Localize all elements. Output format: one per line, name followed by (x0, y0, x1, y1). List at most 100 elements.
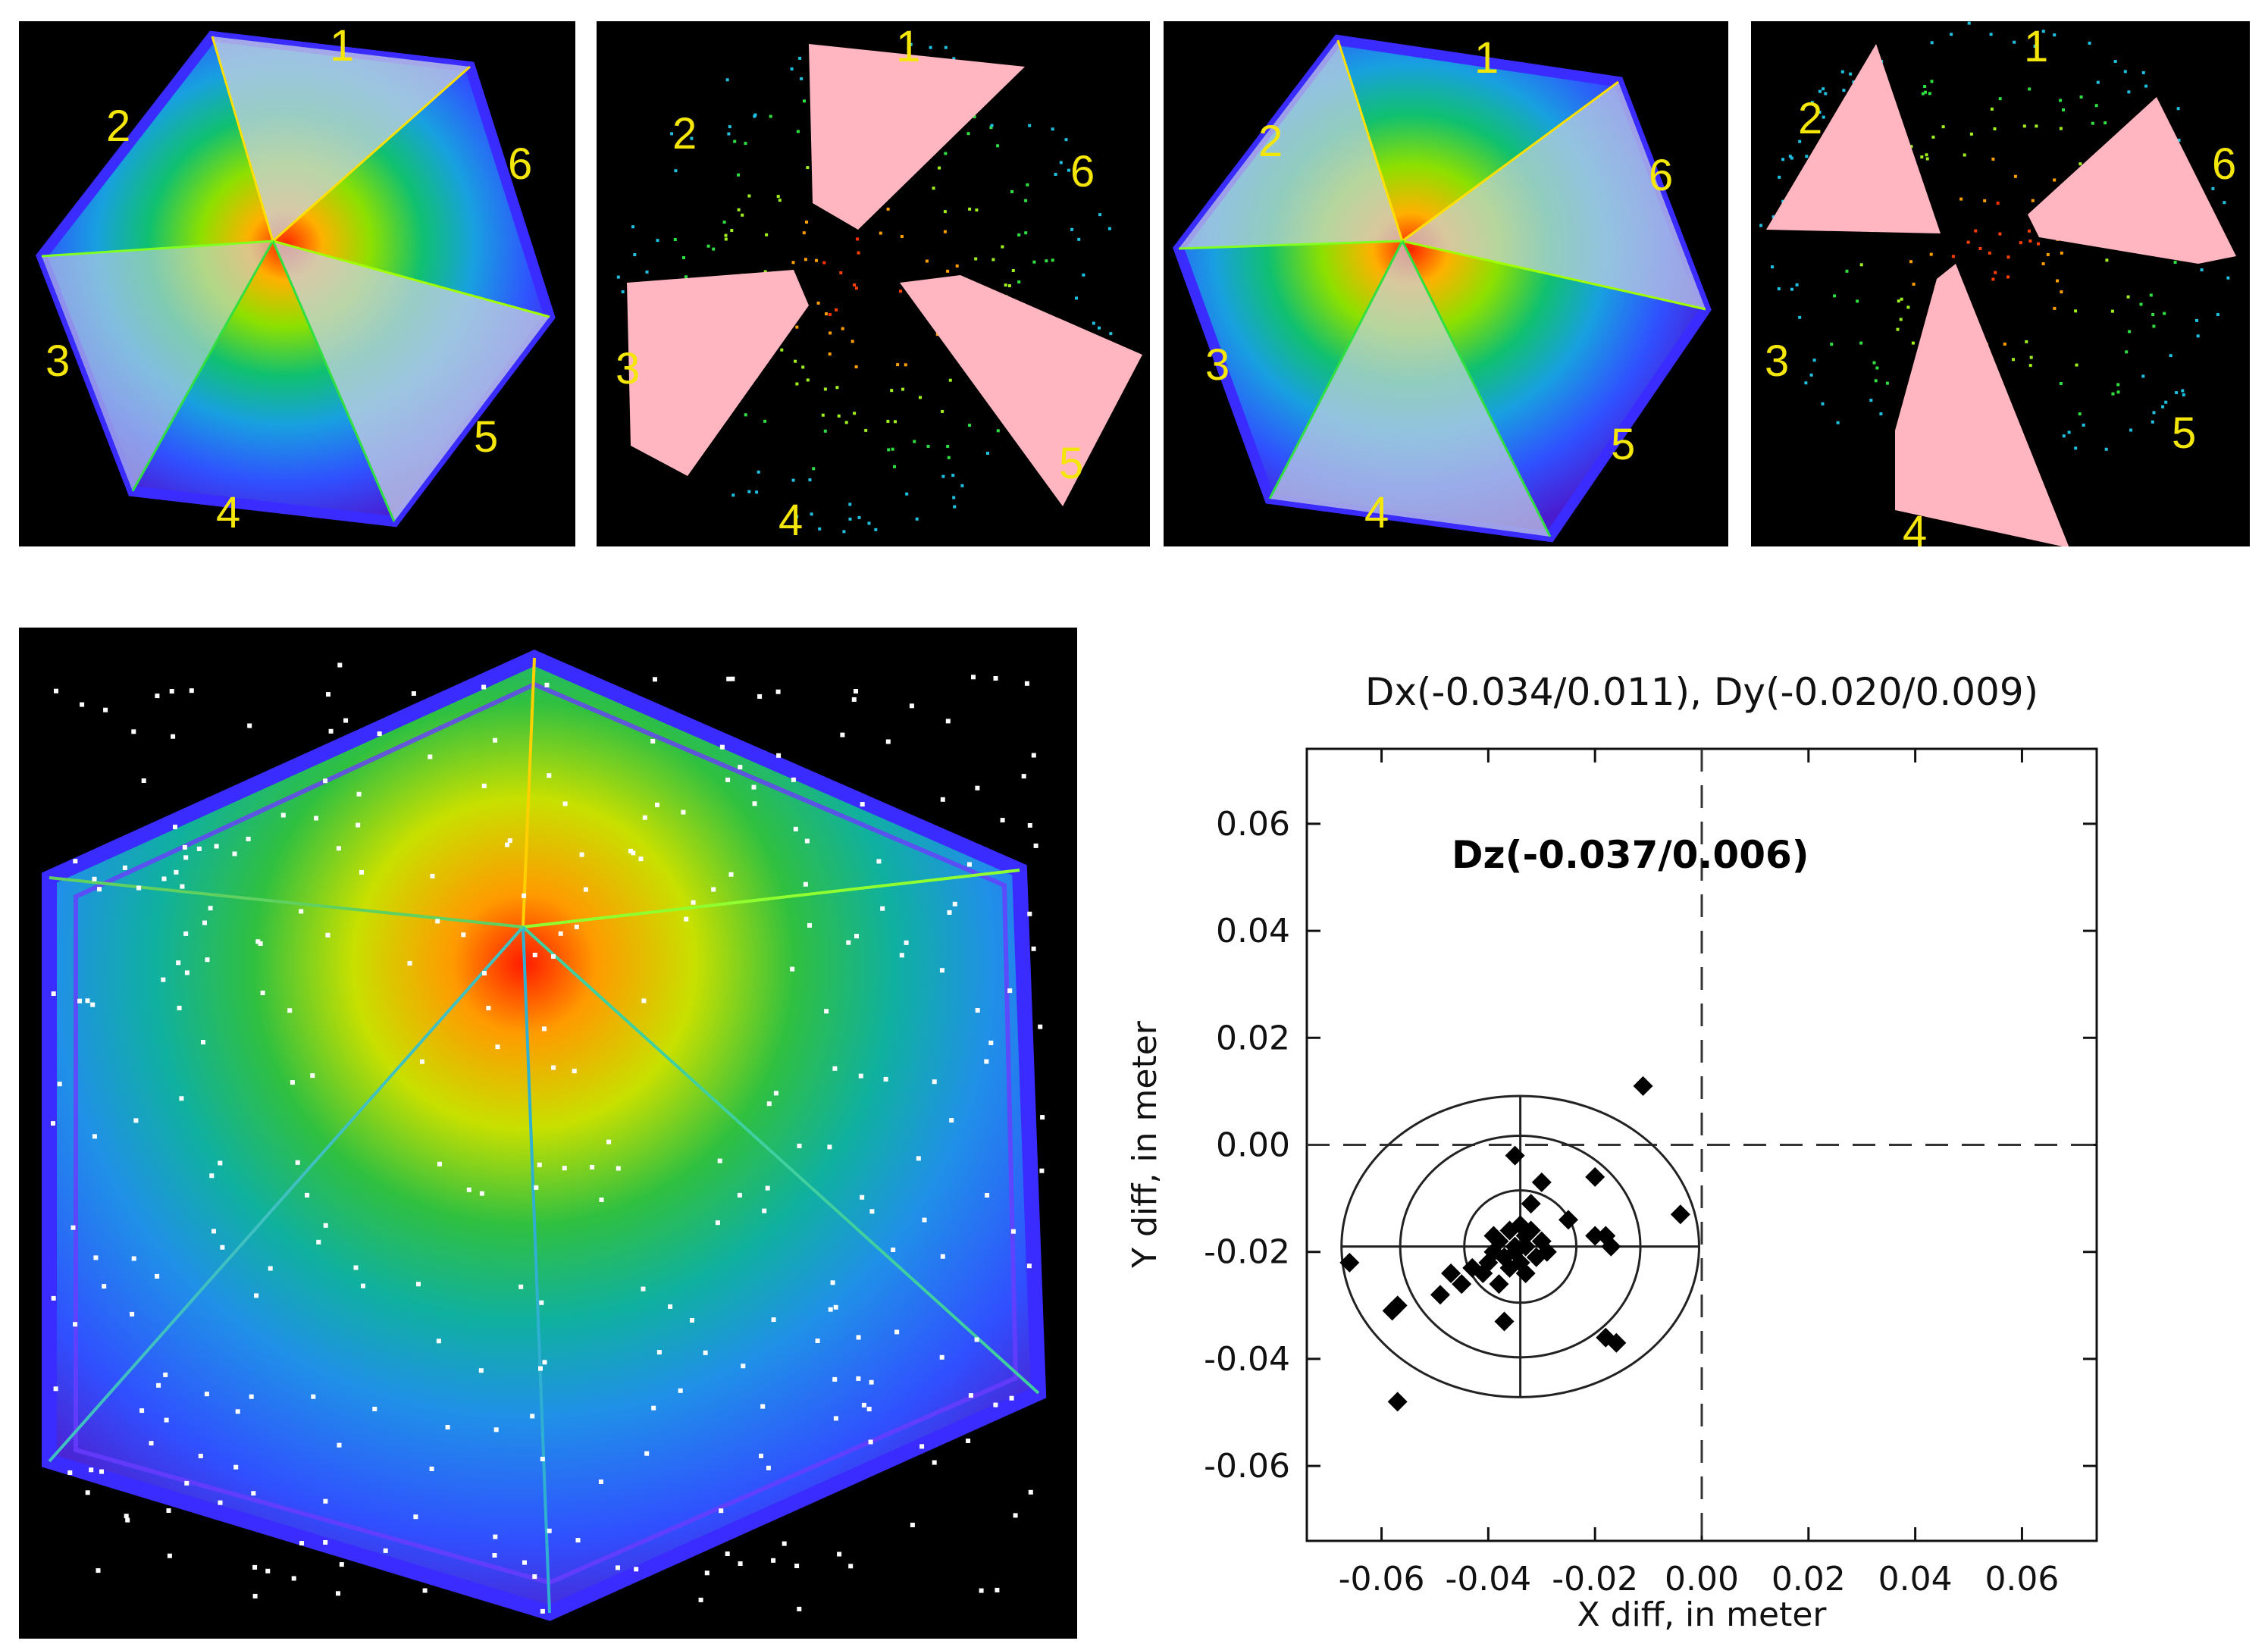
checkpoint-dot (133, 1118, 139, 1123)
checkpoint-dot (801, 365, 805, 369)
checkpoint-dot (773, 1091, 778, 1096)
checkpoint-dot (837, 1551, 842, 1557)
checkpoint-dot (1941, 125, 1945, 129)
checkpoint-dot (874, 528, 878, 531)
checkpoint-dot (537, 1162, 542, 1167)
checkpoint-dot (377, 731, 382, 737)
face-label-5: 5 (474, 412, 499, 462)
checkpoint-dot (2182, 393, 2185, 396)
checkpoint-dot (481, 783, 487, 788)
checkpoint-dot (299, 1541, 304, 1545)
checkpoint-dot (1017, 280, 1021, 283)
checkpoint-dot (656, 1350, 662, 1355)
checkpoint-dot (164, 1417, 169, 1423)
checkpoint-dot (2028, 240, 2032, 243)
checkpoint-dot (968, 424, 971, 427)
patch-face-6 (2028, 97, 2236, 264)
checkpoint-dot (803, 99, 806, 103)
checkpoint-dot (1070, 227, 1074, 231)
checkpoint-dot (971, 675, 976, 680)
checkpoint-dot (807, 922, 812, 928)
checkpoint-dot (741, 1364, 746, 1369)
checkpoint-dot (1788, 155, 1792, 158)
checkpoint-dot (810, 512, 813, 516)
checkpoint-dot (1950, 33, 1953, 36)
checkpoint-dot (904, 940, 909, 945)
checkpoint-dot (551, 953, 556, 959)
checkpoint-dot (1875, 366, 1879, 370)
dz-annotation: Dz(-0.037/0.006) (1452, 833, 1809, 877)
checkpoint-dot (631, 850, 636, 856)
scatter-point (1521, 1220, 1541, 1241)
checkpoint-dot (684, 275, 688, 279)
scatter-point (1505, 1236, 1525, 1257)
axis-ticks (1307, 749, 2097, 1541)
checkpoint-dot (929, 45, 932, 49)
checkpoint-dot (2129, 428, 2133, 432)
checkpoint-dot (1804, 381, 1808, 385)
checkpoint-dot (790, 966, 795, 972)
checkpoint-dot (1899, 318, 1903, 321)
checkpoint-dot (1998, 232, 2002, 236)
checkpoint-dot (247, 723, 252, 728)
checkpoint-dot (815, 1339, 820, 1343)
checkpoint-dot (1822, 115, 1825, 119)
checkpoint-dot (990, 124, 994, 127)
checkpoint-dot (85, 998, 90, 1004)
scatter-point (1558, 1210, 1578, 1230)
checkpoint-dot (2082, 423, 2085, 427)
checkpoint-dot (171, 734, 176, 739)
checkpoint-dot (1017, 233, 1021, 236)
face-label-2: 2 (1798, 94, 1823, 143)
checkpoint-dot (824, 1009, 829, 1014)
checkpoint-dot (280, 813, 286, 818)
face-5-overlay (273, 241, 550, 521)
checkpoint-dot (2060, 290, 2063, 294)
checkpoint-dot (1818, 89, 1822, 93)
checkpoint-dot (766, 1465, 771, 1470)
checkpoint-dot (731, 493, 735, 497)
checkpoint-dot (174, 869, 179, 875)
checkpoint-dot (979, 1588, 984, 1593)
face-label-2: 2 (106, 102, 131, 151)
checkpoint-dot (945, 719, 951, 724)
checkpoint-dot (323, 1223, 328, 1228)
checkpoint-dot (848, 517, 852, 521)
face-6-overlay (1402, 82, 1706, 309)
checkpoint-dot (904, 363, 907, 367)
checkpoint-dot (909, 703, 914, 709)
checkpoint-dot (2141, 70, 2145, 74)
checkpoint-dot (2175, 391, 2179, 395)
checkpoint-dot (797, 1143, 802, 1148)
checkpoint-dot (900, 235, 904, 238)
checkpoint-dot (93, 1255, 99, 1260)
checkpoint-dot (544, 682, 550, 687)
checkpoint-dot (205, 957, 210, 963)
checkpoint-dot (189, 688, 194, 694)
checkpoint-dot (631, 225, 634, 229)
checkpoint-dot (744, 413, 747, 417)
checkpoint-dot (1849, 72, 1853, 76)
checkpoint-dot (218, 1160, 223, 1166)
checkpoint-dot (1805, 155, 1809, 158)
checkpoint-dot (913, 440, 916, 443)
checkpoint-dot (67, 1470, 73, 1475)
checkpoint-dot (1974, 229, 1978, 233)
checkpoint-dot (2169, 354, 2172, 358)
checkpoint-dot (1082, 273, 1085, 277)
checkpoint-dot (861, 1402, 866, 1407)
checkpoint-dot (2127, 90, 2131, 94)
checkpoint-dot (795, 325, 799, 329)
checkpoint-dot (540, 1457, 545, 1461)
checkpoint-dot (829, 331, 832, 335)
checkpoint-dot (816, 301, 820, 305)
checkpoint-dot (1024, 681, 1029, 686)
checkpoint-dot (2041, 30, 2045, 33)
face-label-6: 6 (1649, 151, 1674, 200)
checkpoint-dot (2096, 80, 2100, 84)
checkpoint-dot (818, 527, 822, 531)
checkpoint-dot (751, 784, 757, 790)
checkpoint-dot (177, 1005, 182, 1010)
checkpoint-dot (1830, 343, 1834, 346)
checkpoint-dot (89, 1467, 94, 1473)
